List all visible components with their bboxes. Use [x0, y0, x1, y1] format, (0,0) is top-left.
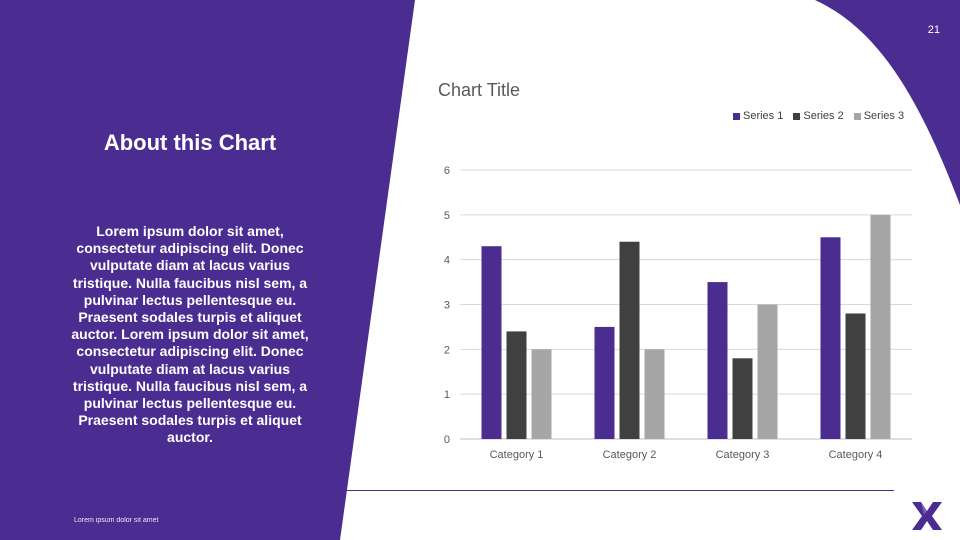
x-tick-label: Category 2	[603, 449, 657, 461]
x-tick-label: Category 1	[490, 449, 544, 461]
y-tick-label: 0	[444, 434, 450, 446]
bar-series-2	[506, 331, 527, 439]
footer-text: Lorem ipsum dolor sit amet	[74, 517, 159, 524]
page-number: 21	[927, 24, 940, 36]
y-tick-label: 6	[444, 165, 450, 177]
panel-body-text: Lorem ipsum dolor sit amet, consectetur …	[71, 223, 309, 446]
legend-swatch-series-1	[733, 112, 740, 120]
bar-series-3	[757, 304, 778, 439]
panel-title: About this Chart	[103, 130, 277, 155]
bar-series-3	[531, 349, 552, 439]
legend-swatch-series-2	[793, 112, 801, 120]
legend-label-series-3: Series 3	[863, 110, 905, 122]
bar-series-3	[644, 349, 665, 439]
legend-label-series-2: Series 2	[803, 110, 844, 122]
legend-swatch-series-3	[853, 112, 861, 120]
x-tick-label: Category 4	[829, 449, 883, 461]
legend-label-series-1: Series 1	[743, 110, 784, 122]
top-right-purple-curve	[815, 0, 960, 205]
y-tick-label: 4	[444, 255, 450, 267]
bar-series-2	[732, 358, 753, 439]
bar-series-1	[707, 282, 728, 439]
y-tick-label: 5	[444, 210, 450, 222]
left-purple-panel	[0, 0, 415, 540]
legend-item-series-1: Series 1	[733, 110, 783, 122]
chart-title: Chart Title	[438, 80, 521, 100]
bar-series-2	[619, 241, 640, 439]
bar-chart-plot: 0 1 2 3 4 5 6 Category 1 Category 2 Category 3 Cat…	[444, 165, 912, 461]
x-tick-label: Category 3	[716, 449, 770, 461]
legend-item-series-2: Series 2	[793, 110, 844, 122]
x-logo-icon	[912, 502, 942, 530]
bar-series-1	[481, 246, 502, 439]
bar-series-1	[594, 326, 615, 439]
y-tick-label: 1	[444, 389, 450, 401]
bar-series-1	[820, 237, 841, 439]
footer-divider	[345, 490, 894, 491]
legend-item-series-3: Series 3	[853, 110, 905, 122]
y-tick-label: 2	[444, 344, 450, 356]
bar-series-3	[870, 214, 891, 439]
y-tick-label: 3	[444, 300, 450, 312]
chart-legend: Series 1 Series 2 Series 3	[733, 110, 904, 122]
bar-series-2	[845, 313, 866, 439]
